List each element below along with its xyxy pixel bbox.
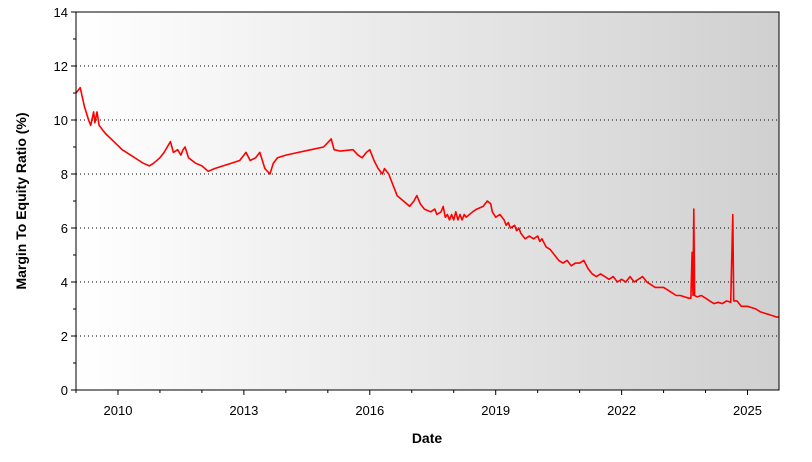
x-axis-title: Date bbox=[412, 430, 443, 446]
y-tick-label: 0 bbox=[61, 383, 68, 398]
y-axis-ticks: 0 2 4 6 8 10 12 14 bbox=[54, 5, 76, 398]
y-axis-title: Margin To Equity Ratio (%) bbox=[13, 112, 29, 289]
x-tick-label: 2013 bbox=[229, 403, 258, 418]
y-tick-label: 10 bbox=[54, 113, 68, 128]
series-group bbox=[76, 86, 779, 318]
plot-border bbox=[75, 11, 780, 391]
plot-background bbox=[76, 12, 779, 390]
x-tick-label: 2019 bbox=[481, 403, 510, 418]
y-tick-label: 14 bbox=[54, 5, 68, 20]
x-axis-ticks: 2010 2013 2016 2019 2022 2025 bbox=[75, 390, 762, 418]
y-tick-label: 12 bbox=[54, 59, 68, 74]
y-tick-label: 4 bbox=[61, 275, 68, 290]
series-line-0 bbox=[76, 86, 779, 318]
y-tick-label: 6 bbox=[61, 221, 68, 236]
x-tick-label: 2016 bbox=[355, 403, 384, 418]
x-tick-label: 2022 bbox=[607, 403, 636, 418]
y-tick-label: 2 bbox=[61, 329, 68, 344]
y-tick-label: 8 bbox=[61, 167, 68, 182]
x-tick-label: 2010 bbox=[104, 403, 133, 418]
x-tick-label: 2025 bbox=[733, 403, 762, 418]
